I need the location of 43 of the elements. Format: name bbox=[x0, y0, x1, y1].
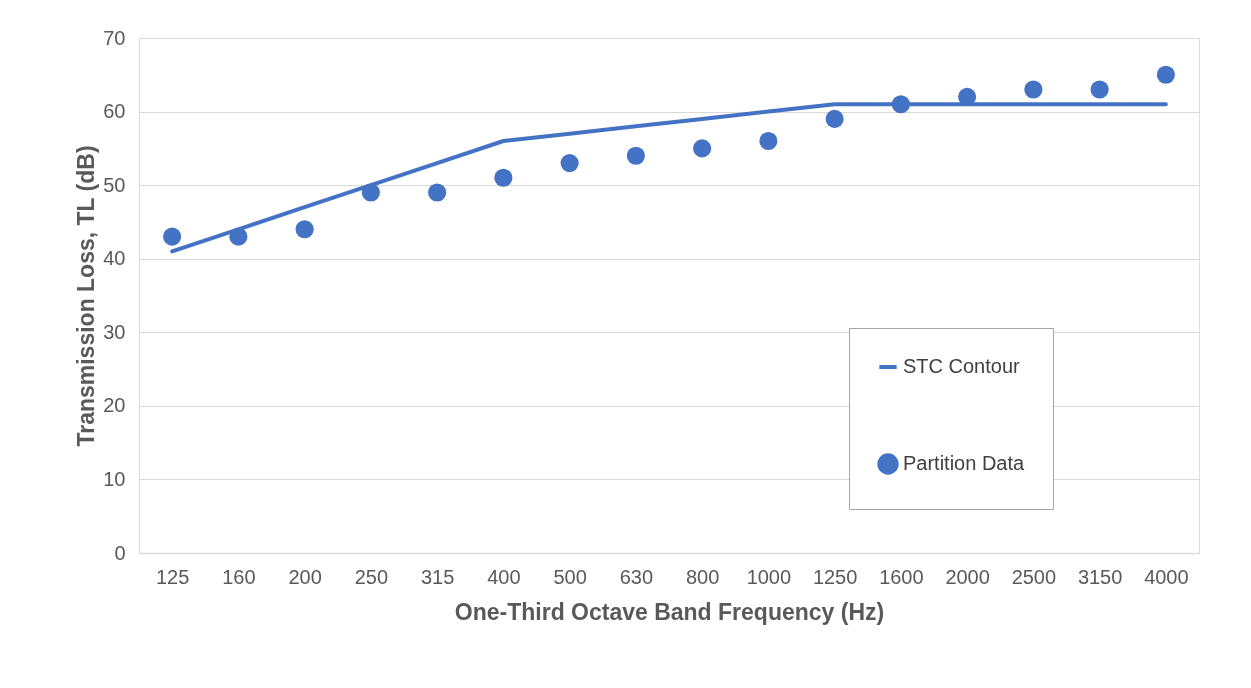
point bbox=[825, 109, 844, 128]
x-tick-label: 250 bbox=[354, 565, 389, 588]
point bbox=[759, 131, 778, 151]
y-tick-label: 0 bbox=[114, 541, 126, 564]
y-axis-title: Transmission Loss, TL (dB) bbox=[73, 145, 100, 447]
x-tick-label: 200 bbox=[288, 565, 322, 588]
point bbox=[361, 183, 380, 202]
y-tick-label: 10 bbox=[103, 467, 126, 490]
y-tick-label: 50 bbox=[103, 173, 126, 196]
point bbox=[1024, 80, 1043, 99]
x-tick-label: 2000 bbox=[945, 565, 990, 588]
point bbox=[1090, 80, 1109, 99]
x-axis-title: One-Third Octave Band Frequency (Hz) bbox=[454, 598, 885, 625]
point bbox=[560, 154, 579, 173]
point bbox=[163, 227, 182, 246]
point bbox=[229, 227, 248, 246]
x-tick-label: 400 bbox=[487, 565, 521, 588]
point bbox=[295, 220, 314, 239]
x-tick-label: 1250 bbox=[812, 565, 858, 588]
point bbox=[428, 183, 447, 202]
x-tick-label: 500 bbox=[553, 565, 587, 588]
y-tick-label: 60 bbox=[103, 100, 126, 123]
y-tick-label: 20 bbox=[103, 394, 126, 417]
point bbox=[626, 146, 645, 165]
x-tick-label: 800 bbox=[685, 565, 720, 588]
x-tick-label: 3150 bbox=[1077, 565, 1123, 588]
y-tick-label: 70 bbox=[103, 26, 126, 49]
point bbox=[891, 95, 910, 114]
x-tick-label: 315 bbox=[420, 565, 455, 588]
point bbox=[1156, 65, 1175, 84]
x-tick-label: 4000 bbox=[1144, 565, 1189, 588]
x-tick-label: 160 bbox=[222, 565, 256, 588]
x-tick-label: 125 bbox=[155, 565, 190, 588]
y-tick-label: 40 bbox=[103, 247, 126, 270]
point bbox=[693, 139, 712, 158]
y-tick-label: 30 bbox=[103, 320, 126, 343]
x-tick-label: 1600 bbox=[879, 565, 924, 588]
x-tick-label: 1000 bbox=[746, 565, 792, 588]
point bbox=[494, 168, 513, 187]
x-tick-label: 630 bbox=[619, 565, 654, 588]
x-tick-label: 2500 bbox=[1011, 565, 1057, 588]
legend-label: Partition Data bbox=[903, 452, 1026, 474]
legend-label: STC Contour bbox=[903, 355, 1021, 377]
